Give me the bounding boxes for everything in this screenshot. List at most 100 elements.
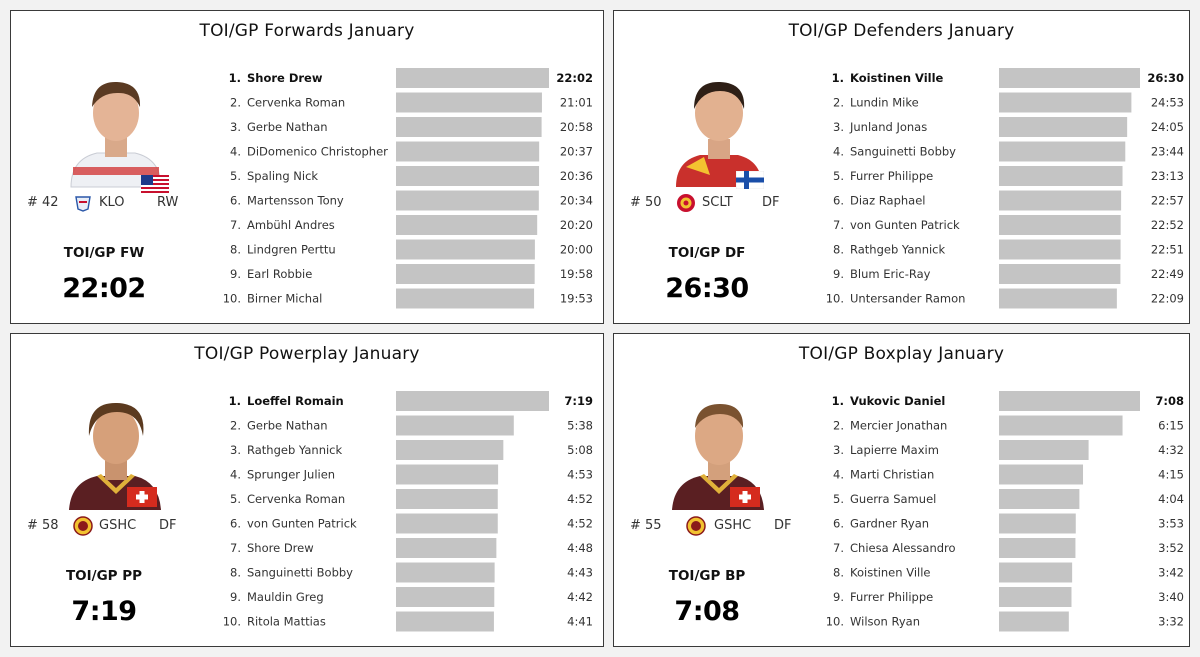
value-label: 26:30 [1147,71,1184,85]
player-name-label: Chiesa Alessandro [850,541,956,555]
player-number: # 42 [27,195,59,210]
value-label: 20:34 [560,194,593,208]
player-info: # 50 SCLT DF [628,194,798,215]
panel-title: TOI/GP Defenders January [788,21,1015,41]
team-logo-icon [75,196,91,212]
player-name-label: Shore Drew [247,71,323,85]
bar [396,587,495,607]
value-label: 4:42 [567,590,593,604]
bar [396,166,540,186]
panel-title: TOI/GP Boxplay January [798,344,1005,364]
bar [999,264,1121,284]
player-name-label: Blum Eric-Ray [850,267,931,281]
bar-row: 5. Cervenka Roman 4:52 [230,489,593,509]
bar-row: 8. Sanguinetti Bobby 4:43 [230,562,593,583]
bar-row: 1. Koistinen Ville 26:30 [832,68,1184,88]
bar [396,562,495,583]
bar [999,92,1132,113]
bar [999,415,1123,436]
bar [999,440,1089,460]
bar-row: 8. Koistinen Ville 3:42 [833,562,1184,583]
value-label: 3:52 [1158,541,1184,555]
value-label: 4:43 [567,566,593,580]
rank-label: 3. [230,120,241,134]
value-label: 7:08 [1155,394,1184,408]
bar-row: 3. Lapierre Maxim 4:32 [833,440,1184,460]
value-label: 4:04 [1158,492,1184,506]
rank-label: 5. [833,169,844,183]
player-team: GSHC [99,518,137,533]
rank-label: 2. [833,419,844,433]
bar [999,141,1126,162]
bar-row: 4. Sprunger Julien 4:53 [230,464,593,485]
bar-chart: 1. Koistinen Ville 26:30 2. Lundin Mike 24:53… [826,68,1184,309]
swiss-flag-icon [730,487,760,507]
value-label: 20:00 [560,243,593,257]
bar [999,239,1121,260]
bar [396,513,498,534]
player-name-label: Lapierre Maxim [850,443,939,457]
bar-row: 9. Furrer Philippe 3:40 [833,587,1184,607]
value-label: 3:42 [1158,566,1184,580]
rank-label: 1. [832,71,844,85]
stat-label: TOI/GP DF [668,245,746,261]
player-name-label: Gerbe Nathan [247,120,328,134]
player-team: KLO [99,195,125,210]
bar-row: 10. Birner Michal 19:53 [223,288,593,309]
player-name-label: Ritola Mattias [247,615,326,629]
bar-row: 7. Ambühl Andres 20:20 [230,215,593,235]
rank-label: 10. [826,292,844,306]
player-position: DF [159,518,177,533]
player-name-label: von Gunten Patrick [850,218,960,232]
rank-label: 2. [230,419,241,433]
value-label: 22:02 [556,71,593,85]
bar-row: 2. Lundin Mike 24:53 [833,92,1184,113]
rank-label: 7. [230,218,241,232]
player-name-label: Furrer Philippe [850,590,933,604]
bar-row: 3. Junland Jonas 24:05 [833,117,1184,137]
value-label: 20:58 [560,120,593,134]
bar-row: 2. Mercier Jonathan 6:15 [833,415,1184,436]
value-label: 23:44 [1151,145,1184,159]
bar-row: 4. Sanguinetti Bobby 23:44 [833,141,1184,162]
player-info: # 55 GSHC DF [628,516,798,538]
bar [396,415,514,436]
bar [396,117,542,137]
rank-label: 2. [230,96,241,110]
value-label: 4:52 [567,492,593,506]
rank-label: 7. [230,541,241,555]
player-name-label: Loeffel Romain [247,394,344,408]
bar-row: 3. Gerbe Nathan 20:58 [230,117,593,137]
value-label: 4:32 [1158,443,1184,457]
value-label: 19:58 [560,267,593,281]
rank-label: 4. [230,468,241,482]
rank-label: 7. [833,218,844,232]
bar [396,264,535,284]
player-name-label: Marti Christian [850,468,934,482]
value-label: 7:19 [564,394,593,408]
rank-label: 8. [833,243,844,257]
bar [396,611,494,632]
stat-value: 7:19 [71,596,137,627]
boxplay-panel: TOI/GP Boxplay January # 55 GSHC DF TOI/… [613,333,1190,647]
bar [396,464,499,485]
player-name-label: Mauldin Greg [247,590,324,604]
bar [999,288,1117,309]
team-logo-icon [73,516,93,536]
bar [999,562,1073,583]
player-name-label: Untersander Ramon [850,292,965,306]
value-label: 21:01 [560,96,593,110]
rank-label: 8. [833,566,844,580]
player-position: DF [774,518,792,533]
player-name-label: Vukovic Daniel [850,394,945,408]
rank-label: 9. [833,590,844,604]
panel-title: TOI/GP Powerplay January [194,344,420,364]
player-name-label: Lundin Mike [850,96,919,110]
player-info: # 58 GSHC DF [25,516,195,538]
bar [396,190,539,211]
bar-chart: 1. Shore Drew 22:02 2. Cervenka Roman 21:01 3.… [223,68,593,309]
bar [396,538,497,558]
stat-value: 22:02 [62,273,146,304]
rank-label: 1. [832,394,844,408]
panel-title: TOI/GP Forwards January [199,21,415,41]
